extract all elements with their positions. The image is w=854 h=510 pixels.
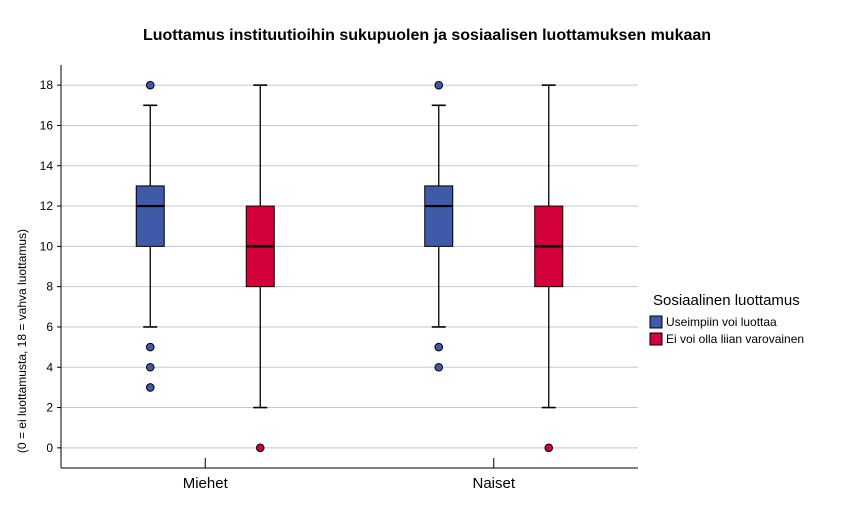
box-1-0 <box>424 80 454 372</box>
outlier-point <box>434 342 444 352</box>
outlier-point <box>255 443 265 453</box>
iqr-box <box>424 185 454 247</box>
box-0-0 <box>135 80 165 392</box>
y-tick-label: 8 <box>46 280 53 294</box>
outlier-point <box>145 342 155 352</box>
legend: Sosiaalinen luottamus Useimpiin voi luot… <box>649 292 804 346</box>
y-tick-label: 2 <box>46 401 53 415</box>
outlier-point <box>145 80 155 90</box>
box-1-1 <box>534 84 564 453</box>
iqr-box <box>135 185 165 247</box>
legend-swatch <box>649 315 663 329</box>
y-tick-label: 0 <box>46 441 53 455</box>
y-tick-label: 18 <box>40 78 54 92</box>
legend-title: Sosiaalinen luottamus <box>653 292 800 309</box>
x-category-label: Miehet <box>183 475 229 492</box>
outlier-point <box>434 362 444 372</box>
x-category-label: Naiset <box>472 475 515 492</box>
box-0-1 <box>245 84 275 453</box>
outlier-point <box>544 443 554 453</box>
outlier-point <box>434 80 444 90</box>
chart-title: Luottamus instituutioihin sukupuolen ja … <box>143 27 711 44</box>
axes: 0 2 4 6 8 10 12 14 16 18 Miehet Naiset <box>40 65 638 492</box>
y-tick-label: 12 <box>40 199 54 213</box>
outlier-point <box>145 362 155 372</box>
y-tick-label: 6 <box>46 320 53 334</box>
y-tick-label: 14 <box>40 159 54 173</box>
legend-item-label: Ei voi olla liian varovainen <box>666 332 804 346</box>
plot-area <box>135 80 564 453</box>
outlier-point <box>145 383 155 392</box>
y-axis-label: (0 = ei luottamusta, 18 = vahva luottamu… <box>15 229 29 453</box>
legend-swatch <box>649 332 663 346</box>
y-tick-label: 16 <box>40 118 54 132</box>
legend-item-label: Useimpiin voi luottaa <box>666 315 777 329</box>
y-tick-label: 10 <box>40 239 54 253</box>
y-tick-label: 4 <box>46 360 53 374</box>
